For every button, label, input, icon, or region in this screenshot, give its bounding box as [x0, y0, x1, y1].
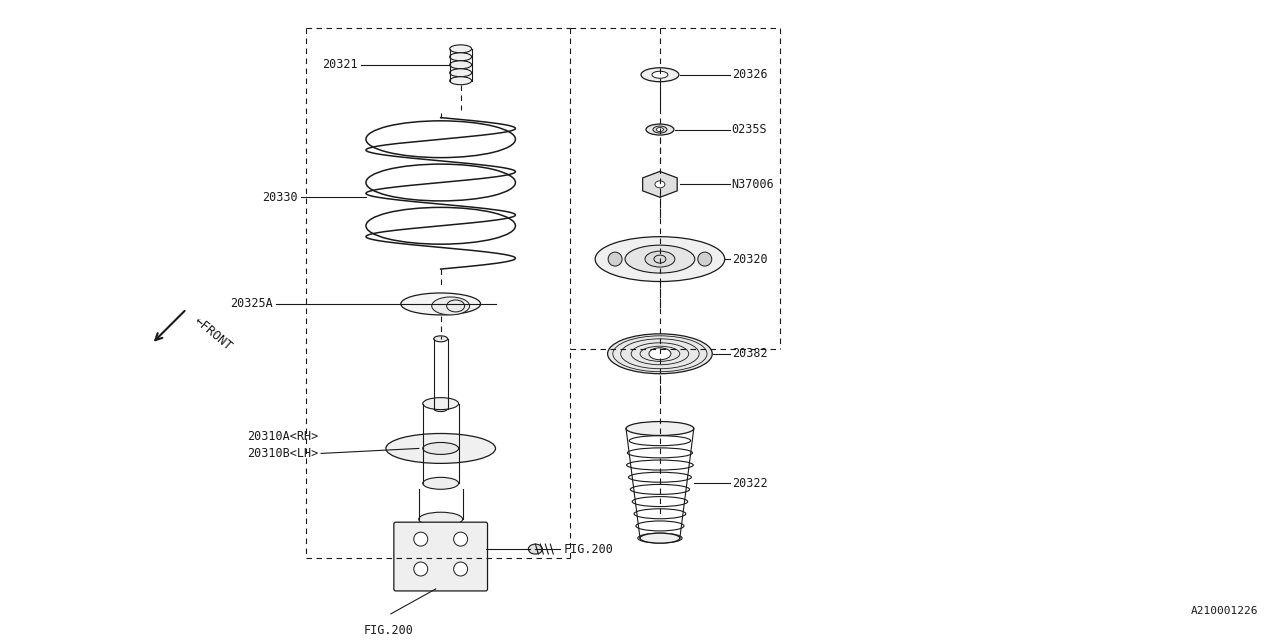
Ellipse shape — [641, 68, 678, 82]
Ellipse shape — [419, 512, 462, 526]
Text: FIG.200: FIG.200 — [364, 624, 413, 637]
Text: 20382: 20382 — [732, 348, 767, 360]
Circle shape — [413, 562, 428, 576]
Ellipse shape — [646, 124, 673, 135]
Ellipse shape — [449, 77, 471, 84]
Ellipse shape — [449, 45, 471, 53]
Ellipse shape — [422, 397, 458, 410]
Ellipse shape — [652, 71, 668, 78]
Ellipse shape — [401, 293, 480, 315]
Text: 20320: 20320 — [732, 253, 767, 266]
Text: 20325A: 20325A — [230, 298, 273, 310]
Ellipse shape — [449, 61, 471, 68]
Text: 20310B<LH>: 20310B<LH> — [247, 447, 319, 460]
Ellipse shape — [640, 533, 680, 543]
Ellipse shape — [608, 334, 712, 374]
Ellipse shape — [431, 297, 470, 315]
Text: FIG.200: FIG.200 — [563, 543, 613, 556]
Ellipse shape — [385, 433, 495, 463]
Ellipse shape — [449, 53, 471, 61]
Polygon shape — [643, 172, 677, 197]
Circle shape — [698, 252, 712, 266]
Ellipse shape — [653, 126, 667, 133]
Ellipse shape — [595, 237, 724, 282]
Ellipse shape — [625, 245, 695, 273]
Ellipse shape — [449, 68, 471, 77]
Text: 20310A<RH>: 20310A<RH> — [247, 431, 319, 444]
Text: 20321: 20321 — [323, 58, 358, 71]
Circle shape — [413, 532, 428, 546]
Ellipse shape — [645, 251, 675, 267]
Circle shape — [453, 562, 467, 576]
Text: N37006: N37006 — [732, 178, 774, 191]
Text: 20326: 20326 — [732, 68, 767, 81]
Ellipse shape — [434, 406, 448, 412]
Ellipse shape — [422, 477, 458, 490]
Circle shape — [453, 532, 467, 546]
Text: 20330: 20330 — [262, 191, 298, 204]
Ellipse shape — [626, 422, 694, 435]
Text: ←FRONT: ←FRONT — [192, 314, 234, 353]
Ellipse shape — [529, 544, 543, 554]
Ellipse shape — [649, 348, 671, 360]
Ellipse shape — [657, 127, 663, 132]
Ellipse shape — [422, 442, 458, 454]
Ellipse shape — [655, 181, 664, 188]
Text: 20322: 20322 — [732, 477, 767, 490]
FancyBboxPatch shape — [394, 522, 488, 591]
Circle shape — [608, 252, 622, 266]
Text: 0235S: 0235S — [732, 123, 767, 136]
Text: A210001226: A210001226 — [1190, 606, 1258, 616]
Ellipse shape — [434, 336, 448, 342]
